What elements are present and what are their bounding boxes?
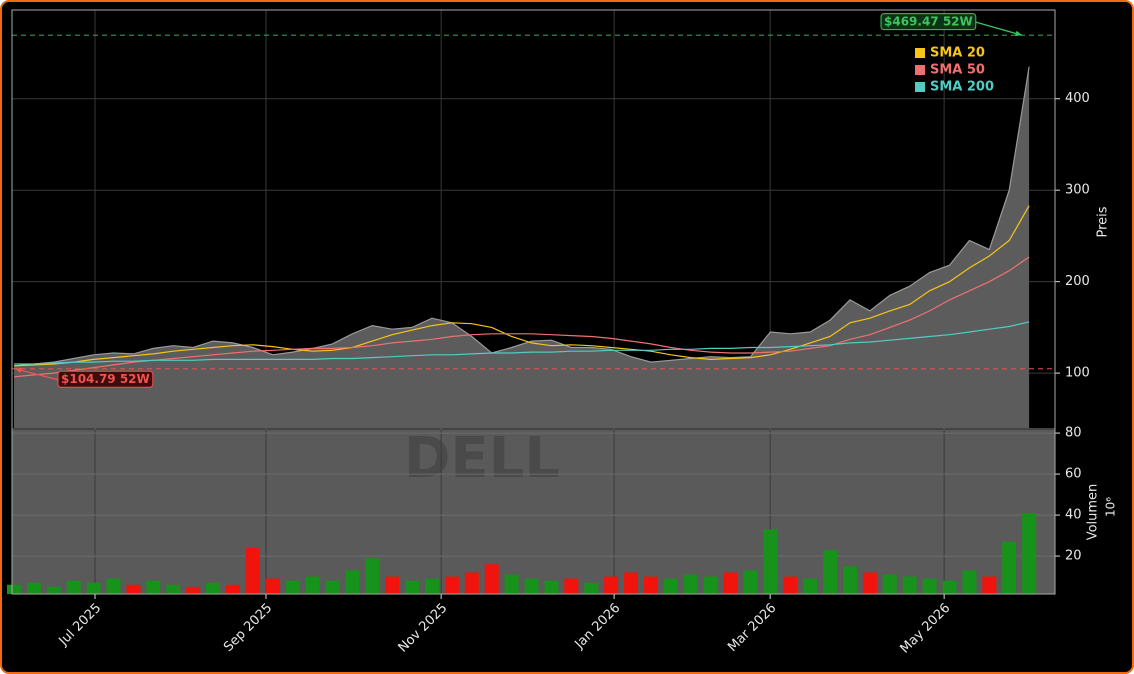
volume-bar	[524, 578, 539, 594]
volume-bar	[405, 580, 420, 594]
y-tick-label: 100	[1065, 366, 1090, 381]
volume-bar	[643, 576, 658, 594]
volume-bar	[345, 570, 360, 594]
volume-bar	[265, 578, 280, 594]
legend-swatch	[915, 82, 925, 92]
volume-bar	[982, 576, 997, 594]
volume-bar	[126, 584, 141, 594]
volume-bar	[663, 578, 678, 594]
volume-bar	[166, 584, 181, 594]
sma-line	[14, 321, 1030, 365]
volume-bar	[564, 578, 579, 594]
volume-bar	[823, 549, 838, 594]
volume-bar	[86, 582, 101, 594]
volume-bar	[305, 576, 320, 594]
volume-bar	[1022, 513, 1037, 594]
sma-line	[13, 256, 1030, 378]
volume-bar	[922, 578, 937, 594]
volume-bar	[504, 574, 519, 594]
volume-bar	[962, 570, 977, 594]
volume-bar	[803, 578, 818, 594]
volume-bar	[624, 572, 639, 594]
volume-bar	[206, 582, 221, 594]
y-tick-label: 200	[1065, 274, 1090, 289]
y-tick-label: 20	[1065, 549, 1082, 564]
volume-bar	[902, 576, 917, 594]
annotation-label: $469.47 52W	[884, 15, 973, 29]
volume-bar	[365, 558, 380, 594]
annotation-arrowhead	[15, 367, 22, 373]
volume-bar	[245, 547, 260, 594]
volume-bar	[584, 582, 599, 594]
volume-bar	[842, 566, 857, 594]
volume-bar	[484, 564, 499, 594]
volume-bar	[1002, 541, 1017, 594]
y-tick-label: 60	[1065, 467, 1082, 482]
volume-bar	[106, 578, 121, 594]
volume-bar	[683, 574, 698, 594]
watermark: DELL	[404, 426, 560, 491]
volume-bar	[783, 576, 798, 594]
plot-border	[11, 9, 1056, 595]
volume-bar	[763, 529, 778, 594]
volume-bar	[26, 582, 41, 594]
annotation-box	[880, 13, 977, 31]
legend-label: SMA 50	[930, 63, 985, 78]
sma-line	[13, 205, 1030, 367]
volume-bar	[544, 580, 559, 594]
y-tick-label: 300	[1065, 183, 1090, 198]
volume-bar	[46, 586, 61, 594]
volume-bar	[703, 576, 718, 594]
volume-bar	[942, 580, 957, 594]
volume-bar	[146, 580, 161, 594]
annotation-arrowhead	[1015, 30, 1022, 37]
y-tick-label: 80	[1065, 426, 1082, 441]
volume-bar	[285, 580, 300, 594]
annotation-arrow	[975, 21, 1023, 36]
legend-label: SMA 200	[930, 80, 994, 95]
scale-label: 10⁶	[1104, 497, 1118, 517]
annotation: $104.79 52W	[57, 370, 154, 388]
y-axis-label: Preis	[1096, 206, 1111, 237]
volume-bar	[186, 586, 201, 594]
annotation-label: $104.79 52W	[61, 372, 150, 386]
volume-bar	[743, 570, 758, 594]
volume-bar	[225, 584, 240, 594]
volume-bar	[604, 576, 619, 594]
y-tick-label: 400	[1065, 91, 1090, 106]
volume-bar	[385, 576, 400, 594]
volume-panel	[12, 430, 1055, 594]
volume-bar	[862, 572, 877, 594]
price-line	[13, 66, 1030, 367]
annotation: $469.47 52W	[880, 13, 977, 31]
y-tick-label: 40	[1065, 508, 1082, 523]
y-axis-label: Volumen	[1086, 484, 1101, 541]
volume-bar	[464, 572, 479, 594]
annotation-arrow	[14, 368, 59, 381]
volume-bar	[723, 572, 738, 594]
volume-bar	[444, 576, 459, 594]
legend-label: SMA 20	[930, 46, 985, 61]
volume-bar	[66, 580, 81, 594]
legend-swatch	[915, 65, 925, 75]
volume-bar	[424, 578, 439, 594]
legend-swatch	[915, 48, 925, 58]
volume-bar	[6, 584, 21, 594]
price-area	[13, 66, 1030, 428]
volume-bar	[325, 580, 340, 594]
volume-bar	[882, 574, 897, 594]
